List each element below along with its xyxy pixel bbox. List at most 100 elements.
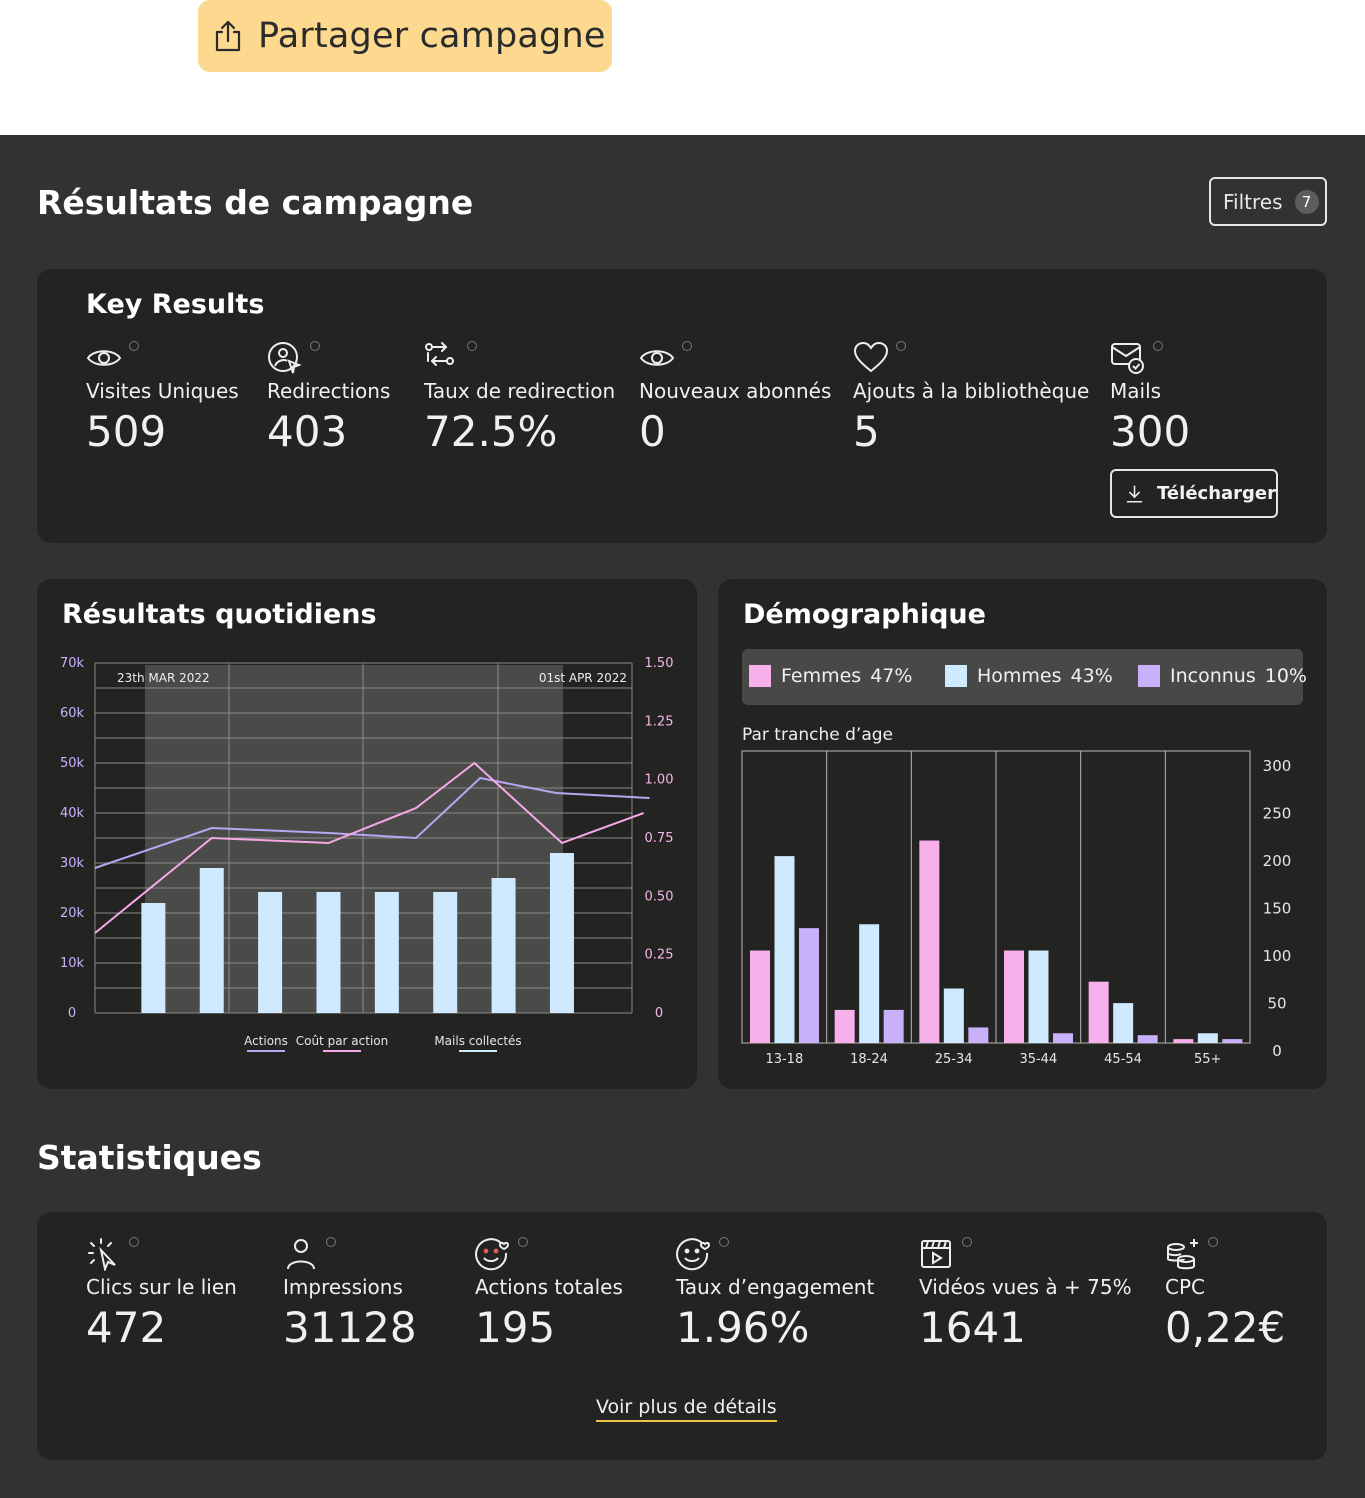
legend-pct: 43%	[1070, 665, 1113, 687]
info-icon[interactable]	[682, 341, 692, 351]
stat-clics-lien: Clics sur le lien 472	[86, 1237, 266, 1357]
age-bar	[834, 1009, 855, 1043]
age-bar	[1197, 1033, 1218, 1043]
kpi-nouveaux-abonnes: Nouveaux abonnés 0	[639, 341, 832, 461]
age-bar	[750, 950, 770, 1043]
info-icon[interactable]	[129, 341, 139, 351]
smiley-heart-icon	[475, 1237, 511, 1271]
legend-hommes: Hommes 43%	[945, 665, 1113, 687]
legend-femmes: Femmes 47%	[749, 665, 912, 687]
stat-label: Vidéos vues à + 75%	[919, 1275, 1132, 1299]
y-right-tick-label: 1.00	[645, 773, 674, 788]
share-icon	[215, 20, 241, 52]
click-cursor-icon	[86, 1237, 122, 1273]
stat-videos-vues: Vidéos vues à + 75% 1641	[919, 1237, 1139, 1357]
y-right-tick-label: 1.50	[645, 656, 674, 671]
daily-bar	[549, 853, 574, 1013]
page-title: Résultats de campagne	[37, 183, 474, 222]
y-left-tick-label: 10k	[60, 956, 85, 971]
info-icon[interactable]	[518, 1237, 528, 1247]
age-bar	[883, 1009, 904, 1043]
legend-label: Mails collectés	[434, 1034, 521, 1048]
kpi-label: Nouveaux abonnés	[639, 379, 832, 403]
info-icon[interactable]	[896, 341, 906, 351]
daily-bar	[316, 892, 341, 1013]
x-tick-label: 18-24	[850, 1052, 888, 1067]
info-icon[interactable]	[326, 1237, 336, 1247]
y-left-tick-label: 0	[68, 1006, 76, 1021]
heart-icon	[853, 341, 889, 375]
user-cursor-icon	[267, 341, 303, 375]
series-line	[94, 761, 645, 934]
info-icon[interactable]	[310, 341, 320, 351]
redirect-route-icon	[424, 341, 460, 375]
daily-bar	[374, 892, 399, 1013]
age-chart: 13-18 18-24 25-34 35-44 45-54 55+ 300 250 200 150…	[741, 750, 1292, 1067]
stat-value: 195	[475, 1303, 556, 1352]
y-tick-label: 300	[1263, 757, 1292, 775]
kpi-mails: Mails 300	[1110, 341, 1270, 461]
download-button[interactable]: Télécharger	[1110, 469, 1278, 518]
age-bar	[919, 840, 940, 1043]
info-icon[interactable]	[129, 1237, 139, 1247]
daily-results-title: Résultats quotidiens	[62, 599, 377, 630]
share-campaign-label: Partager campagne	[258, 16, 606, 56]
legend-label: Femmes	[781, 665, 862, 687]
kpi-value: 72.5%	[424, 407, 558, 456]
kpi-visites-uniques: Visites Uniques 509	[86, 341, 256, 461]
coins-plus-icon	[1165, 1237, 1201, 1271]
date-start-label: 23th MAR 2022	[117, 671, 210, 685]
y-right-tick-label: 1.25	[645, 714, 674, 729]
info-icon[interactable]	[962, 1237, 972, 1247]
kpi-ajouts-bibliotheque: Ajouts à la bibliothèque 5	[853, 341, 1093, 461]
kpi-label: Ajouts à la bibliothèque	[853, 379, 1090, 403]
key-results-title: Key Results	[86, 289, 265, 320]
filters-label: Filtres	[1223, 189, 1283, 214]
info-icon[interactable]	[719, 1237, 729, 1247]
daily-bar	[433, 892, 458, 1013]
info-icon[interactable]	[467, 341, 477, 351]
legend-swatch	[1138, 665, 1160, 687]
key-results-card: Key Results Visites Uniques 509 Redirect…	[37, 269, 1327, 543]
info-icon[interactable]	[1208, 1237, 1218, 1247]
download-icon	[1126, 484, 1143, 503]
demographics-card: Démographique Femmes 47% Hommes 43% Inco…	[718, 579, 1327, 1089]
stat-impressions: Impressions 31128	[283, 1237, 443, 1357]
kpi-label: Mails	[1110, 379, 1162, 403]
daily-bar	[199, 868, 224, 1013]
y-tick-label: 100	[1263, 947, 1292, 965]
campaign-results-section: Résultats de campagne Filtres 7 Key Resu…	[0, 135, 1365, 1498]
y-left-tick-label: 70k	[60, 656, 85, 671]
download-label: Télécharger	[1157, 483, 1276, 504]
kpi-label: Taux de redirection	[424, 379, 616, 403]
y-right-tick-label: 0	[655, 1006, 663, 1021]
info-icon[interactable]	[1153, 341, 1163, 351]
filters-count-badge: 7	[1294, 189, 1319, 214]
age-bar	[1004, 950, 1024, 1043]
age-bar	[774, 856, 795, 1043]
x-tick-label: 35-44	[1019, 1052, 1057, 1067]
stat-actions-totales: Actions totales 195	[475, 1237, 655, 1357]
y-left-tick-label: 40k	[60, 806, 85, 821]
see-more-details-link[interactable]: Voir plus de détails	[596, 1396, 777, 1422]
y-right-tick-label: 0.75	[645, 831, 674, 846]
share-campaign-button[interactable]: Partager campagne	[198, 0, 612, 72]
kpi-label: Visites Uniques	[86, 379, 239, 403]
statistics-card: Clics sur le lien 472 Impressions 31128 …	[37, 1212, 1327, 1460]
age-bar	[1222, 1039, 1243, 1043]
age-bar	[1088, 981, 1109, 1043]
legend-label: Inconnus	[1170, 665, 1256, 687]
x-tick-label: 45-54	[1104, 1052, 1142, 1067]
y-tick-label: 0	[1272, 1042, 1282, 1060]
age-bar	[859, 924, 880, 1043]
smiley-heart-icon	[676, 1237, 712, 1271]
age-bar	[968, 1027, 989, 1043]
stat-value: 472	[86, 1303, 167, 1352]
filters-button[interactable]: Filtres 7	[1209, 177, 1327, 226]
kpi-taux-redirection: Taux de redirection 72.5%	[424, 341, 624, 461]
legend-swatch	[945, 665, 967, 687]
statistics-title: Statistiques	[37, 1138, 262, 1177]
age-bar	[1028, 950, 1049, 1043]
y-tick-label: 250	[1263, 805, 1292, 823]
age-bar	[1137, 1035, 1158, 1043]
